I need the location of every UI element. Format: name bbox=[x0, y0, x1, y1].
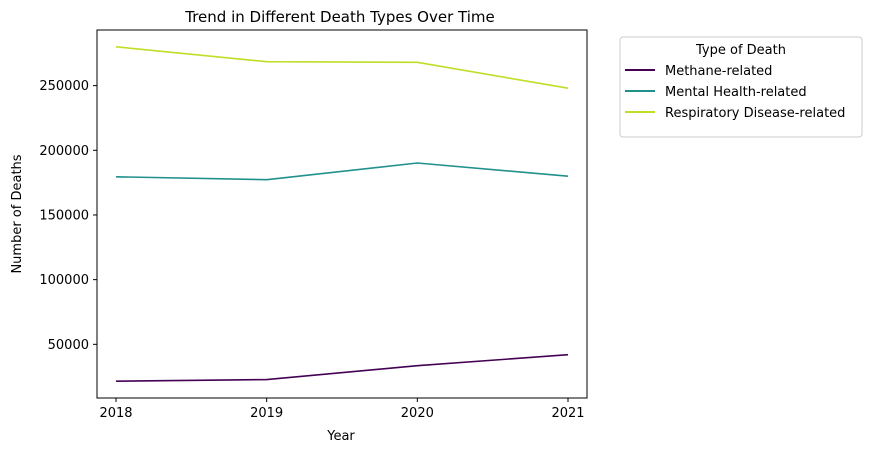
legend-label: Methane-related bbox=[665, 64, 772, 79]
legend-title: Type of Death bbox=[695, 43, 786, 58]
series-line-respiratory-disease-related bbox=[115, 46, 569, 89]
y-tick-label: 200000 bbox=[39, 144, 89, 159]
chart-title: Trend in Different Death Types Over Time bbox=[184, 8, 495, 26]
series-line-methane-related bbox=[115, 353, 569, 382]
y-axis: 50000 100000 150000 200000 250000 bbox=[39, 79, 97, 353]
legend-label: Mental Health-related bbox=[665, 85, 807, 100]
legend: Type of Death Methane-related Mental Heal… bbox=[619, 36, 863, 138]
y-axis-label: Number of Deaths bbox=[10, 154, 25, 273]
x-tick-label: 2021 bbox=[551, 406, 584, 421]
plot-area bbox=[96, 29, 588, 399]
x-axis-label: Year bbox=[326, 429, 355, 444]
x-tick-label: 2018 bbox=[99, 406, 132, 421]
y-tick-label: 100000 bbox=[39, 273, 89, 288]
legend-frame bbox=[619, 36, 863, 138]
y-tick-label: 50000 bbox=[48, 338, 89, 353]
y-tick-label: 150000 bbox=[39, 208, 89, 223]
x-tick-label: 2019 bbox=[250, 406, 283, 421]
legend-label: Respiratory Disease-related bbox=[665, 106, 845, 121]
series-line-mental-health-related bbox=[115, 162, 569, 181]
series-lines bbox=[115, 46, 569, 382]
x-tick-label: 2020 bbox=[401, 406, 434, 421]
legend-entries: Methane-related Mental Health-related Resp… bbox=[625, 64, 845, 121]
x-axis: 2018 2019 2020 2021 bbox=[99, 398, 585, 421]
y-tick-label: 250000 bbox=[39, 79, 89, 94]
